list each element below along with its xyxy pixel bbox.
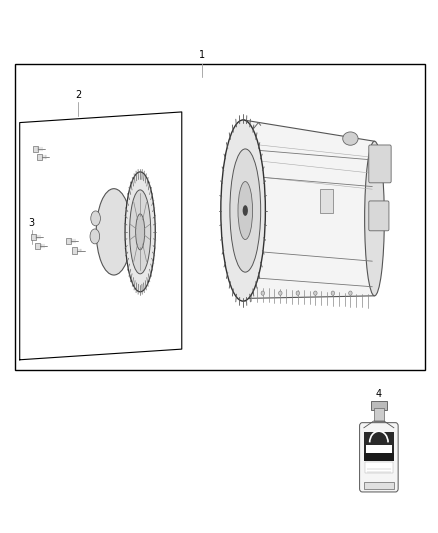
FancyBboxPatch shape	[360, 423, 398, 492]
Bar	[365, 462, 393, 473]
Text: 1: 1	[199, 50, 205, 60]
Bar	[31, 234, 35, 240]
Ellipse shape	[349, 291, 352, 295]
Text: 2: 2	[75, 90, 81, 100]
Polygon shape	[243, 120, 374, 298]
Ellipse shape	[243, 205, 248, 216]
Ellipse shape	[221, 120, 265, 301]
Bar	[33, 146, 38, 152]
Ellipse shape	[314, 291, 317, 295]
Bar	[15, 64, 425, 370]
Bar	[364, 432, 394, 461]
Ellipse shape	[238, 182, 253, 239]
Bar	[35, 243, 40, 249]
Ellipse shape	[279, 291, 282, 295]
FancyBboxPatch shape	[369, 201, 389, 231]
Bar	[320, 189, 333, 213]
Ellipse shape	[331, 291, 335, 295]
Ellipse shape	[230, 149, 261, 272]
Bar	[72, 247, 77, 254]
Bar	[37, 154, 42, 160]
Ellipse shape	[125, 172, 155, 292]
FancyBboxPatch shape	[369, 145, 391, 183]
Ellipse shape	[127, 211, 137, 226]
Ellipse shape	[364, 141, 385, 296]
Bar	[364, 453, 394, 461]
Text: 3: 3	[28, 218, 35, 228]
Ellipse shape	[90, 229, 100, 244]
Ellipse shape	[261, 291, 265, 295]
Ellipse shape	[91, 211, 100, 226]
Ellipse shape	[136, 214, 145, 250]
Ellipse shape	[296, 291, 300, 295]
Text: 4: 4	[376, 389, 382, 399]
Ellipse shape	[130, 190, 151, 274]
Bar	[374, 408, 384, 421]
Bar	[364, 482, 394, 489]
Ellipse shape	[96, 189, 131, 275]
Bar	[371, 401, 387, 410]
Bar	[66, 238, 71, 244]
Ellipse shape	[343, 132, 358, 146]
Bar	[366, 445, 392, 455]
Ellipse shape	[128, 229, 138, 244]
